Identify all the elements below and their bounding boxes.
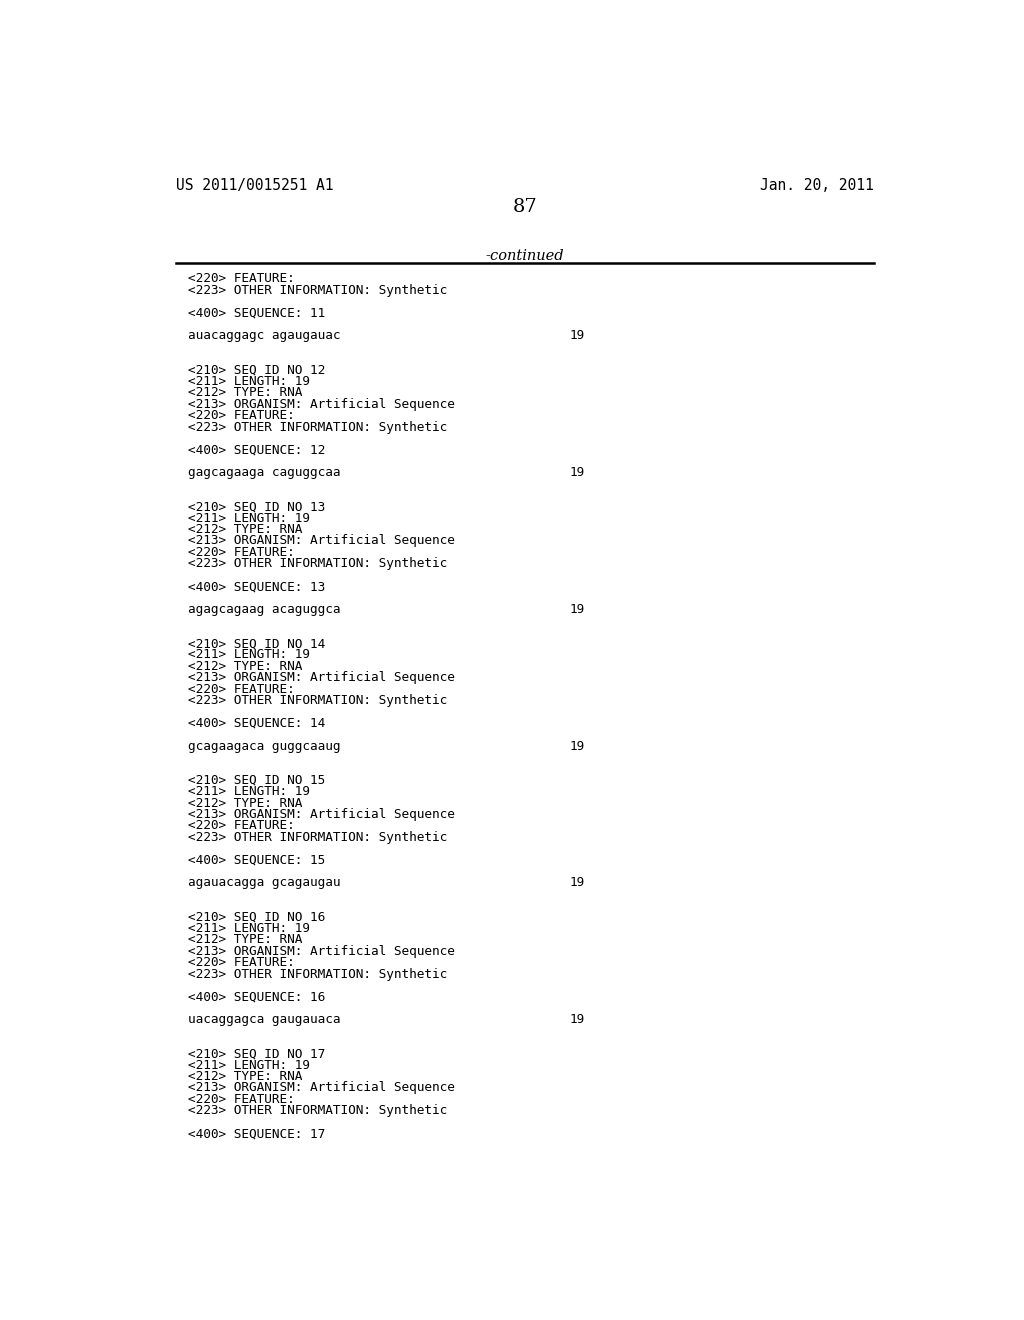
Text: agagcagaag acaguggca: agagcagaag acaguggca xyxy=(188,603,341,616)
Text: Jan. 20, 2011: Jan. 20, 2011 xyxy=(760,178,873,193)
Text: <211> LENGTH: 19: <211> LENGTH: 19 xyxy=(188,648,310,661)
Text: <400> SEQUENCE: 15: <400> SEQUENCE: 15 xyxy=(188,854,326,866)
Text: 19: 19 xyxy=(569,876,585,890)
Text: <212> TYPE: RNA: <212> TYPE: RNA xyxy=(188,660,303,673)
Text: <223> OTHER INFORMATION: Synthetic: <223> OTHER INFORMATION: Synthetic xyxy=(188,557,447,570)
Text: <213> ORGANISM: Artificial Sequence: <213> ORGANISM: Artificial Sequence xyxy=(188,397,456,411)
Text: <212> TYPE: RNA: <212> TYPE: RNA xyxy=(188,1071,303,1084)
Text: 19: 19 xyxy=(569,603,585,616)
Text: <223> OTHER INFORMATION: Synthetic: <223> OTHER INFORMATION: Synthetic xyxy=(188,968,447,981)
Text: <223> OTHER INFORMATION: Synthetic: <223> OTHER INFORMATION: Synthetic xyxy=(188,694,447,708)
Text: uacaggagca gaugauaca: uacaggagca gaugauaca xyxy=(188,1012,341,1026)
Text: <211> LENGTH: 19: <211> LENGTH: 19 xyxy=(188,375,310,388)
Text: <210> SEQ ID NO 15: <210> SEQ ID NO 15 xyxy=(188,774,326,787)
Text: <400> SEQUENCE: 14: <400> SEQUENCE: 14 xyxy=(188,717,326,730)
Text: <210> SEQ ID NO 14: <210> SEQ ID NO 14 xyxy=(188,638,326,649)
Text: <211> LENGTH: 19: <211> LENGTH: 19 xyxy=(188,512,310,524)
Text: auacaggagc agaugauac: auacaggagc agaugauac xyxy=(188,329,341,342)
Text: -continued: -continued xyxy=(485,249,564,263)
Text: <213> ORGANISM: Artificial Sequence: <213> ORGANISM: Artificial Sequence xyxy=(188,945,456,958)
Text: <400> SEQUENCE: 11: <400> SEQUENCE: 11 xyxy=(188,306,326,319)
Text: <210> SEQ ID NO 12: <210> SEQ ID NO 12 xyxy=(188,363,326,376)
Text: agauacagga gcagaugau: agauacagga gcagaugau xyxy=(188,876,341,890)
Text: <213> ORGANISM: Artificial Sequence: <213> ORGANISM: Artificial Sequence xyxy=(188,1081,456,1094)
Text: <400> SEQUENCE: 13: <400> SEQUENCE: 13 xyxy=(188,579,326,593)
Text: <220> FEATURE:: <220> FEATURE: xyxy=(188,1093,295,1106)
Text: US 2011/0015251 A1: US 2011/0015251 A1 xyxy=(176,178,334,193)
Text: <400> SEQUENCE: 16: <400> SEQUENCE: 16 xyxy=(188,990,326,1003)
Text: <212> TYPE: RNA: <212> TYPE: RNA xyxy=(188,933,303,946)
Text: <212> TYPE: RNA: <212> TYPE: RNA xyxy=(188,523,303,536)
Text: <400> SEQUENCE: 12: <400> SEQUENCE: 12 xyxy=(188,444,326,457)
Text: 87: 87 xyxy=(512,198,538,216)
Text: <213> ORGANISM: Artificial Sequence: <213> ORGANISM: Artificial Sequence xyxy=(188,535,456,548)
Text: <212> TYPE: RNA: <212> TYPE: RNA xyxy=(188,796,303,809)
Text: <220> FEATURE:: <220> FEATURE: xyxy=(188,820,295,833)
Text: <211> LENGTH: 19: <211> LENGTH: 19 xyxy=(188,921,310,935)
Text: <212> TYPE: RNA: <212> TYPE: RNA xyxy=(188,387,303,400)
Text: <210> SEQ ID NO 17: <210> SEQ ID NO 17 xyxy=(188,1047,326,1060)
Text: 19: 19 xyxy=(569,1012,585,1026)
Text: <220> FEATURE:: <220> FEATURE: xyxy=(188,956,295,969)
Text: <400> SEQUENCE: 17: <400> SEQUENCE: 17 xyxy=(188,1127,326,1140)
Text: <223> OTHER INFORMATION: Synthetic: <223> OTHER INFORMATION: Synthetic xyxy=(188,1105,447,1117)
Text: <220> FEATURE:: <220> FEATURE: xyxy=(188,409,295,422)
Text: <220> FEATURE:: <220> FEATURE: xyxy=(188,546,295,558)
Text: <223> OTHER INFORMATION: Synthetic: <223> OTHER INFORMATION: Synthetic xyxy=(188,284,447,297)
Text: <220> FEATURE:: <220> FEATURE: xyxy=(188,272,295,285)
Text: <223> OTHER INFORMATION: Synthetic: <223> OTHER INFORMATION: Synthetic xyxy=(188,830,447,843)
Text: <223> OTHER INFORMATION: Synthetic: <223> OTHER INFORMATION: Synthetic xyxy=(188,421,447,433)
Text: <211> LENGTH: 19: <211> LENGTH: 19 xyxy=(188,785,310,799)
Text: 19: 19 xyxy=(569,329,585,342)
Text: <213> ORGANISM: Artificial Sequence: <213> ORGANISM: Artificial Sequence xyxy=(188,671,456,684)
Text: 19: 19 xyxy=(569,739,585,752)
Text: 19: 19 xyxy=(569,466,585,479)
Text: <213> ORGANISM: Artificial Sequence: <213> ORGANISM: Artificial Sequence xyxy=(188,808,456,821)
Text: <210> SEQ ID NO 16: <210> SEQ ID NO 16 xyxy=(188,911,326,924)
Text: gcagaagaca guggcaaug: gcagaagaca guggcaaug xyxy=(188,739,341,752)
Text: <211> LENGTH: 19: <211> LENGTH: 19 xyxy=(188,1059,310,1072)
Text: <210> SEQ ID NO 13: <210> SEQ ID NO 13 xyxy=(188,500,326,513)
Text: <220> FEATURE:: <220> FEATURE: xyxy=(188,682,295,696)
Text: gagcagaaga caguggcaa: gagcagaaga caguggcaa xyxy=(188,466,341,479)
